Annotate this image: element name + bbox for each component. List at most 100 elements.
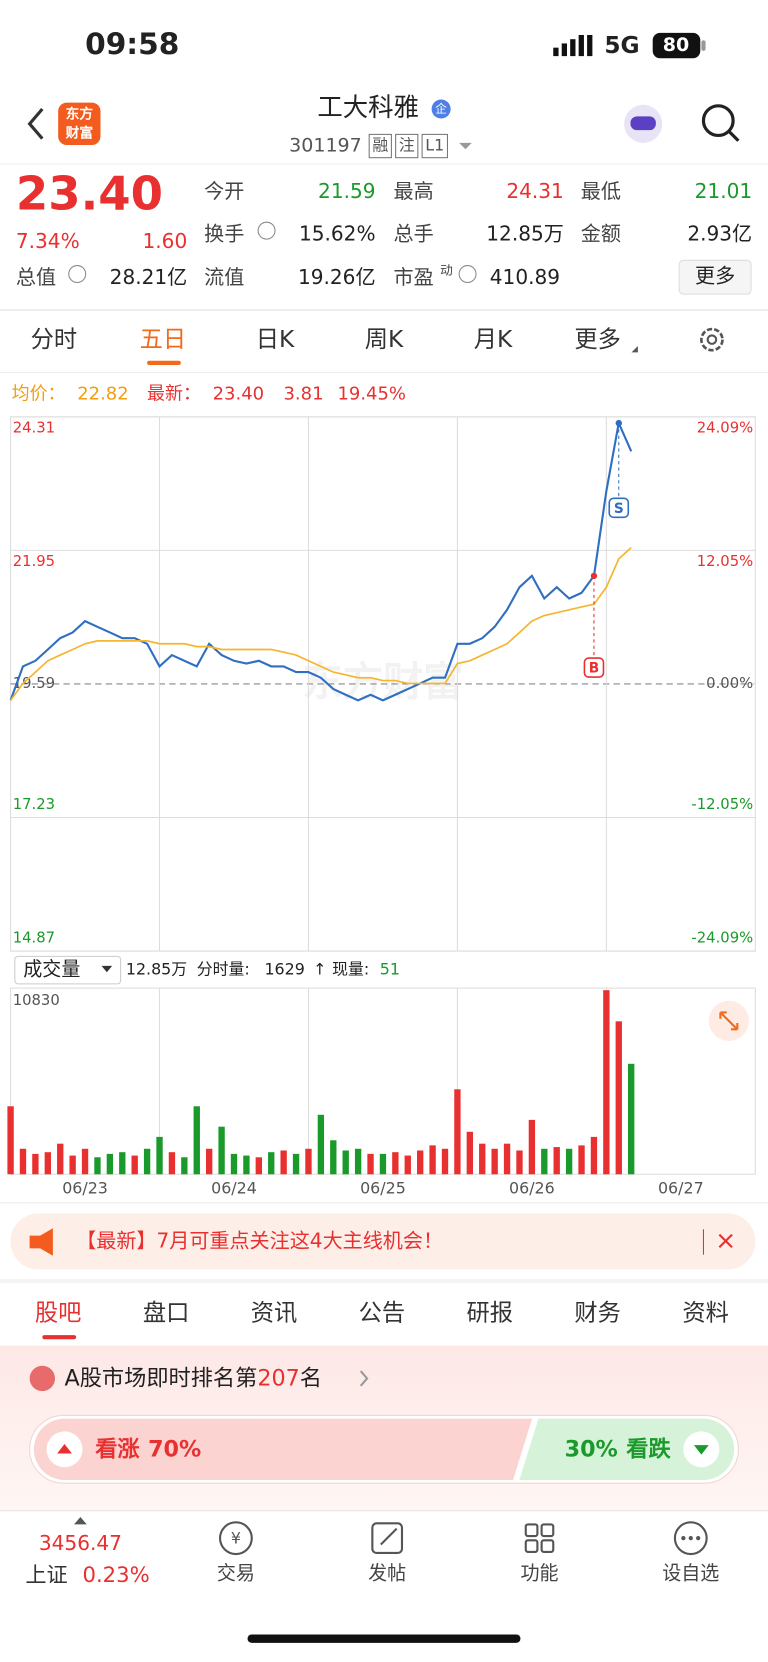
more-button-text: 更多	[695, 264, 735, 288]
y-tick-label: 21.95	[13, 553, 55, 570]
vote-up-text: 看涨 70%	[95, 1436, 201, 1462]
volume-bar	[317, 1114, 325, 1175]
tag-text: 融	[372, 136, 388, 155]
badge-text: 企	[435, 102, 447, 116]
y2-tick-label: -24.09%	[691, 929, 753, 946]
status-network: 5G	[604, 32, 639, 59]
section-tab-active[interactable]: 股吧	[35, 1299, 82, 1326]
vote-down-label: 看跌	[626, 1436, 671, 1462]
volume-bar	[354, 1148, 362, 1175]
tab[interactable]: 周K	[365, 326, 404, 353]
tab[interactable]: 日K	[256, 326, 295, 353]
volume-bar	[57, 1143, 64, 1175]
volume-bar	[503, 1143, 511, 1175]
volume-bar	[218, 1126, 225, 1175]
y2-tick-label: 12.05%	[697, 553, 753, 570]
vote-down-bar[interactable]	[519, 1418, 735, 1480]
marker-dot	[615, 419, 622, 427]
tag-text: 注	[399, 136, 415, 155]
avg-label: 均价：	[12, 384, 66, 405]
volume-bar	[94, 1157, 101, 1175]
battery-tip	[701, 40, 706, 51]
volume-bar	[454, 1089, 461, 1175]
marker-box	[583, 657, 605, 678]
latest-change-pct: 19.45%	[337, 384, 406, 405]
vote-down-arrow	[693, 1445, 709, 1455]
nav-item[interactable]: 设自选	[662, 1563, 719, 1585]
vote-up-bar[interactable]	[33, 1418, 533, 1480]
field-value: 410.89	[490, 265, 560, 289]
tab-underline	[147, 360, 181, 366]
volume-bar	[168, 1152, 176, 1175]
tag-text: L1	[425, 136, 444, 155]
volume-bar	[466, 1131, 474, 1175]
signal-icon	[553, 34, 593, 57]
field-value: 15.62%	[299, 221, 376, 245]
volume-bar	[243, 1155, 250, 1175]
field-label: 最高	[394, 179, 434, 203]
volume-bar	[292, 1153, 300, 1175]
index-value[interactable]: 3456.47	[39, 1531, 122, 1555]
field-label: 金额	[581, 221, 621, 245]
more-button[interactable]	[678, 259, 752, 295]
news-banner[interactable]	[10, 1213, 756, 1270]
field-label: 流值	[204, 265, 244, 289]
ranking-text[interactable]: A股市场即时排名第207名	[65, 1365, 322, 1391]
search-icon[interactable]	[701, 104, 735, 138]
nav-item[interactable]: 功能	[520, 1563, 558, 1585]
volume-bar	[367, 1153, 374, 1175]
section-tab[interactable]: 资料	[682, 1299, 729, 1326]
tab[interactable]: 分时	[31, 326, 78, 353]
news-text: 【最新】7月可重点关注这4大主线机会！	[76, 1228, 443, 1252]
tab-active[interactable]: 五日	[140, 326, 187, 353]
volume-bar	[590, 1136, 598, 1175]
tab-arrow	[631, 345, 638, 353]
volume-bar	[392, 1152, 399, 1175]
volume-total: 12.85万	[126, 960, 187, 979]
x-tick-label: 06/27	[658, 1179, 704, 1198]
tab[interactable]: 月K	[474, 326, 513, 353]
nav-item[interactable]: 发帖	[368, 1563, 406, 1585]
section-tab[interactable]: 资讯	[251, 1299, 298, 1326]
section-tab[interactable]: 研报	[467, 1299, 514, 1326]
field-value: 21.59	[318, 179, 375, 203]
volume-bar	[628, 1063, 635, 1175]
current-label: 现量:	[332, 960, 369, 979]
ranking-suffix: 名	[300, 1365, 322, 1391]
volume-selector[interactable]	[14, 955, 122, 985]
field-label: 今开	[204, 179, 244, 203]
volume-bar	[404, 1155, 411, 1175]
section-tab[interactable]: 公告	[359, 1299, 406, 1326]
marker-dot	[590, 572, 598, 580]
volume-bar	[578, 1145, 585, 1175]
avg-line	[9, 546, 632, 701]
info-icon[interactable]	[257, 221, 276, 240]
y-tick-label: 14.87	[13, 929, 55, 946]
volume-bar	[44, 1152, 51, 1175]
watermark: 东方财富	[303, 659, 464, 705]
info-icon[interactable]	[458, 265, 477, 284]
volume-bar	[342, 1150, 349, 1175]
volume-bar	[69, 1155, 76, 1175]
settings-icon[interactable]	[700, 327, 724, 352]
logo[interactable]	[58, 102, 101, 145]
volume-selector-text: 成交量	[23, 959, 80, 981]
x-tick-label: 06/23	[62, 1179, 108, 1198]
vote-down-pct: 30%	[565, 1436, 618, 1462]
tab[interactable]: 更多	[574, 326, 621, 353]
megaphone-icon	[29, 1228, 53, 1256]
assistant-face	[630, 116, 656, 131]
volume-bar	[255, 1157, 262, 1175]
price-line	[9, 419, 633, 702]
volume-bar	[305, 1148, 312, 1175]
dropdown-arrow[interactable]	[459, 142, 472, 150]
field-label: 市盈	[394, 265, 434, 289]
field-label: 换手	[204, 221, 244, 245]
info-icon[interactable]	[68, 265, 87, 284]
close-button[interactable]	[718, 1233, 733, 1249]
volume-bar	[119, 1152, 126, 1175]
back-button[interactable]	[27, 107, 44, 140]
section-tab[interactable]: 财务	[574, 1299, 621, 1326]
nav-item[interactable]: 交易	[217, 1563, 255, 1585]
section-tab[interactable]: 盘口	[143, 1299, 190, 1326]
